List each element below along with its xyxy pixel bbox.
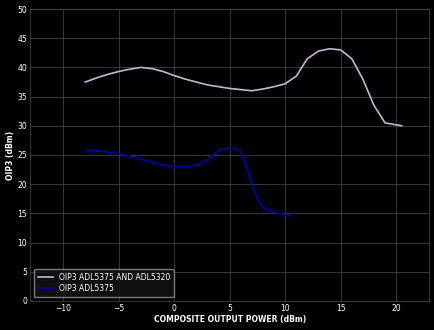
OIP3 ADL5375 bbox=[271, 210, 276, 214]
OIP3 ADL5375 AND ADL5320 bbox=[271, 85, 276, 89]
OIP3 ADL5375 AND ADL5320 bbox=[127, 67, 132, 71]
OIP3 ADL5375 bbox=[82, 148, 88, 152]
OIP3 ADL5375 AND ADL5320 bbox=[204, 83, 210, 87]
OIP3 ADL5375 AND ADL5320 bbox=[326, 47, 332, 51]
Line: OIP3 ADL5375: OIP3 ADL5375 bbox=[85, 148, 290, 215]
OIP3 ADL5375 AND ADL5320 bbox=[260, 87, 265, 91]
OIP3 ADL5375 AND ADL5320 bbox=[138, 65, 143, 69]
OIP3 ADL5375 AND ADL5320 bbox=[94, 76, 99, 80]
Y-axis label: OIP3 (dBm): OIP3 (dBm) bbox=[6, 130, 14, 180]
OIP3 ADL5375 bbox=[105, 150, 110, 154]
OIP3 ADL5375 AND ADL5320 bbox=[293, 74, 298, 78]
OIP3 ADL5375 bbox=[260, 206, 265, 210]
OIP3 ADL5375 bbox=[182, 165, 187, 169]
OIP3 ADL5375 bbox=[94, 148, 99, 152]
OIP3 ADL5375 bbox=[171, 165, 176, 169]
OIP3 ADL5375 AND ADL5320 bbox=[304, 57, 309, 61]
OIP3 ADL5375 bbox=[243, 165, 248, 169]
OIP3 ADL5375 AND ADL5320 bbox=[282, 82, 287, 86]
OIP3 ADL5375 bbox=[116, 152, 121, 156]
OIP3 ADL5375 bbox=[287, 213, 293, 217]
OIP3 ADL5375 AND ADL5320 bbox=[171, 74, 176, 78]
OIP3 ADL5375 AND ADL5320 bbox=[82, 80, 88, 84]
OIP3 ADL5375 AND ADL5320 bbox=[398, 124, 403, 128]
OIP3 ADL5375 bbox=[204, 158, 210, 162]
OIP3 ADL5375 bbox=[254, 197, 260, 201]
OIP3 ADL5375 bbox=[215, 148, 220, 152]
OIP3 ADL5375 AND ADL5320 bbox=[237, 88, 243, 92]
OIP3 ADL5375 AND ADL5320 bbox=[227, 86, 232, 90]
Line: OIP3 ADL5375 AND ADL5320: OIP3 ADL5375 AND ADL5320 bbox=[85, 49, 401, 126]
OIP3 ADL5375 AND ADL5320 bbox=[105, 73, 110, 77]
OIP3 ADL5375 AND ADL5320 bbox=[381, 121, 387, 125]
X-axis label: COMPOSITE OUTPUT POWER (dBm): COMPOSITE OUTPUT POWER (dBm) bbox=[153, 315, 305, 324]
OIP3 ADL5375 AND ADL5320 bbox=[116, 70, 121, 74]
OIP3 ADL5375 AND ADL5320 bbox=[337, 48, 342, 52]
OIP3 ADL5375 AND ADL5320 bbox=[182, 77, 187, 81]
OIP3 ADL5375 bbox=[149, 160, 154, 164]
OIP3 ADL5375 bbox=[227, 146, 232, 149]
OIP3 ADL5375 AND ADL5320 bbox=[315, 49, 320, 53]
OIP3 ADL5375 AND ADL5320 bbox=[349, 57, 354, 61]
OIP3 ADL5375 bbox=[282, 213, 287, 216]
OIP3 ADL5375 AND ADL5320 bbox=[371, 103, 376, 107]
OIP3 ADL5375 bbox=[193, 163, 198, 167]
OIP3 ADL5375 AND ADL5320 bbox=[215, 85, 220, 89]
Legend: OIP3 ADL5375 AND ADL5320, OIP3 ADL5375: OIP3 ADL5375 AND ADL5320, OIP3 ADL5375 bbox=[33, 269, 174, 297]
OIP3 ADL5375 bbox=[237, 150, 243, 154]
OIP3 ADL5375 bbox=[232, 146, 237, 150]
OIP3 ADL5375 bbox=[127, 154, 132, 158]
OIP3 ADL5375 AND ADL5320 bbox=[193, 80, 198, 84]
OIP3 ADL5375 AND ADL5320 bbox=[160, 70, 165, 74]
OIP3 ADL5375 bbox=[249, 182, 254, 186]
OIP3 ADL5375 AND ADL5320 bbox=[249, 89, 254, 93]
OIP3 ADL5375 bbox=[160, 163, 165, 167]
OIP3 ADL5375 bbox=[138, 157, 143, 161]
OIP3 ADL5375 AND ADL5320 bbox=[359, 77, 365, 81]
OIP3 ADL5375 AND ADL5320 bbox=[149, 67, 154, 71]
